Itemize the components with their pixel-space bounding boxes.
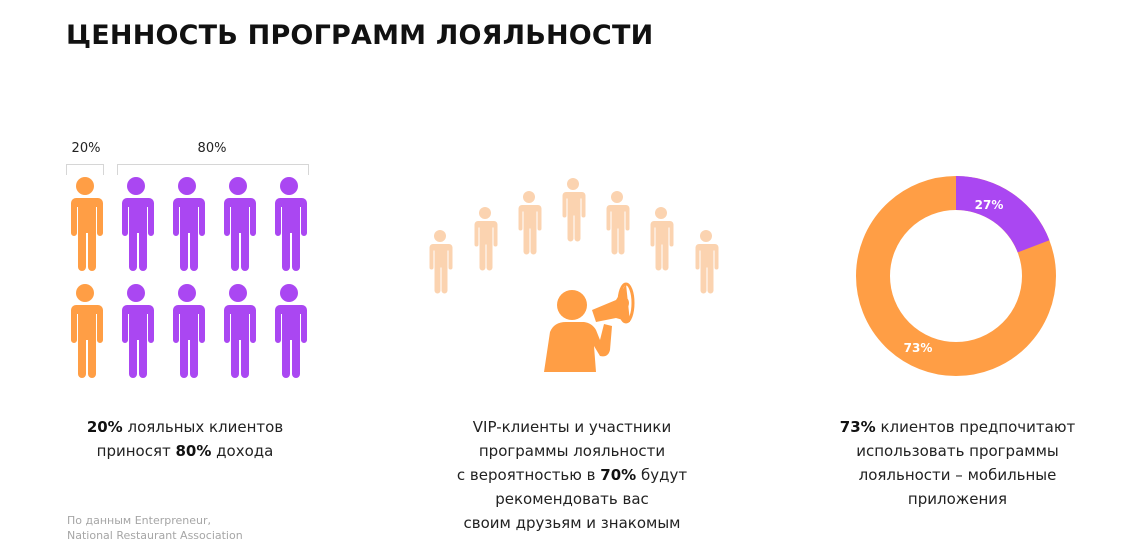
person-icon-purple (275, 177, 307, 271)
caption-bold-70: 70% (600, 466, 637, 484)
source-line: National Restaurant Association (67, 529, 243, 542)
crowd-person-icon (606, 191, 630, 255)
person-icon-orange (71, 284, 103, 378)
donut-chart: 27% 73% (856, 176, 1056, 376)
caption-line: лояльности – мобильные (858, 466, 1057, 484)
label-80-percent: 80% (197, 141, 227, 156)
caption-text: с вероятностью в (456, 466, 601, 484)
person-icon-purple (122, 284, 154, 378)
pareto-caption: 20% лояльных клиентов приносят 80% доход… (55, 415, 315, 463)
caption-line: своим друзьям и знакомым (463, 514, 681, 532)
person-icon-orange (71, 177, 103, 271)
bracket-80 (117, 164, 309, 175)
megaphone-person-icon (544, 282, 635, 372)
crowd-person-icon (695, 230, 719, 294)
person-icon-purple (275, 284, 307, 378)
donut-label-73: 73% (904, 341, 933, 355)
caption-line: VIP-клиенты и участники (472, 418, 672, 436)
person-icon-purple (173, 177, 205, 271)
caption-text: приносят (96, 442, 176, 460)
donut-label-27: 27% (975, 198, 1004, 212)
source-line: По данным Enterpreneur, (67, 514, 211, 527)
person-icon-purple (122, 177, 154, 271)
caption-bold-73: 73% (839, 418, 876, 436)
source-note: По данным Enterpreneur, National Restaur… (67, 513, 243, 543)
caption-line: приложения (907, 490, 1008, 508)
caption-text: будут (636, 466, 688, 484)
caption-text: дохода (211, 442, 274, 460)
crowd-person-icon (562, 178, 586, 242)
mobile-app-caption: 73% клиентов предпочитают использовать п… (820, 415, 1095, 511)
caption-line: рекомендовать вас (495, 490, 649, 508)
crowd-person-icon (518, 191, 542, 255)
caption-line: программы лояльности (478, 442, 666, 460)
crowd-person-icon (474, 207, 498, 271)
bracket-20 (66, 164, 104, 175)
person-icon-purple (173, 284, 205, 378)
recommendation-caption: VIP-клиенты и участники программы лояльн… (432, 415, 712, 535)
people-grid (71, 177, 307, 378)
caption-text: лояльных клиентов (122, 418, 284, 436)
person-icon-purple (224, 177, 256, 271)
caption-text: клиентов предпочитают (875, 418, 1076, 436)
caption-line: использовать программы (856, 442, 1059, 460)
crowd-person-icon (650, 207, 674, 271)
donut-segment-purple (956, 176, 1050, 253)
crowd-person-icon (429, 230, 453, 294)
crowd-illustration (429, 178, 719, 372)
person-icon-purple (224, 284, 256, 378)
caption-bold-20: 20% (86, 418, 123, 436)
label-20-percent: 20% (71, 141, 101, 156)
page-title: ЦЕННОСТЬ ПРОГРАММ ЛОЯЛЬНОСТИ (66, 20, 654, 51)
caption-bold-80: 80% (175, 442, 212, 460)
